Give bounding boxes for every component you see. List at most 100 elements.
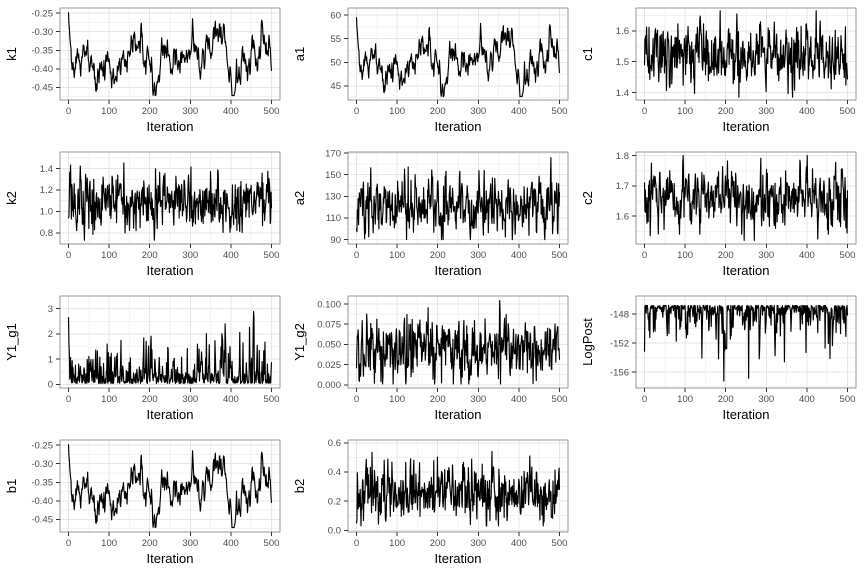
y-tick-label: 1.2 <box>40 185 53 196</box>
trace-panel-k1: 0 100 200 300 400 500 -0.45 -0.40 -0.35 -0.30 -0.2… <box>0 0 288 144</box>
trace-panel-k2: 0 100 200 300 400 500 0.8 1.0 1.2 1.4 Iteration k2 <box>0 144 288 288</box>
panel-svg-a2: 0 100 200 300 400 500 90 110 130 150 170 Iteration a… <box>292 148 569 278</box>
y-tick-label: 1.5 <box>616 57 629 68</box>
x-tick-label: 0 <box>66 250 71 261</box>
panel-svg-k2: 0 100 200 300 400 500 0.8 1.0 1.2 1.4 Iteration k2 <box>4 151 281 278</box>
x-tick-label: 0 <box>642 106 647 117</box>
axis-ticks <box>344 303 560 392</box>
x-tick-label: 400 <box>511 538 527 549</box>
x-axis-title: Iteration <box>723 407 770 422</box>
trace-panel-LogPost: 0 100 200 300 400 500 -156 -152 -148 Iteration Log… <box>576 288 864 432</box>
x-tick-label: 0 <box>66 394 71 405</box>
x-axis-title: Iteration <box>435 119 482 134</box>
y-axis-title-b1: b1 <box>4 479 19 493</box>
x-tick-label: 200 <box>718 250 734 261</box>
trace-line-k2 <box>67 162 273 241</box>
panel-border <box>635 7 857 101</box>
y-axis-title-k2: k2 <box>4 191 19 205</box>
y-tick-label: 0 <box>48 380 53 391</box>
y-tick-label: 60 <box>330 10 341 21</box>
y-tick-label: -0.40 <box>31 64 53 75</box>
y-axis-title-k1: k1 <box>4 47 19 61</box>
axis-ticks <box>632 313 848 392</box>
y-tick-label: 1.6 <box>616 211 629 222</box>
axis-ticks <box>56 444 272 536</box>
x-tick-label: 0 <box>354 106 359 117</box>
axis-ticks <box>344 152 560 248</box>
x-tick-label: 500 <box>840 106 856 117</box>
gridlines-minor <box>60 440 280 532</box>
x-tick-label: 400 <box>799 106 815 117</box>
trace-line-Y1_g2 <box>355 300 561 385</box>
x-tick-label: 100 <box>389 250 405 261</box>
trace-line-LogPost <box>643 304 849 382</box>
x-tick-label: 300 <box>470 250 486 261</box>
x-tick-label: 100 <box>389 394 405 405</box>
y-tick-label: 0.0 <box>328 525 341 536</box>
y-tick-label: -156 <box>610 367 629 378</box>
y-tick-label: -148 <box>610 309 629 320</box>
y-axis-title-Y1_g2: Y1_g2 <box>292 323 307 361</box>
x-tick-label: 100 <box>389 106 405 117</box>
y-tick-label: -0.35 <box>31 477 53 488</box>
x-tick-label: 200 <box>430 394 446 405</box>
y-axis-title-c1: c1 <box>580 47 595 61</box>
y-tick-label: 50 <box>330 57 341 68</box>
x-tick-label: 300 <box>182 106 198 117</box>
x-tick-label: 400 <box>511 394 527 405</box>
y-tick-label: 1.7 <box>616 181 629 192</box>
x-axis-title: Iteration <box>147 119 194 134</box>
x-axis-title: Iteration <box>435 551 482 566</box>
x-tick-label: 300 <box>182 250 198 261</box>
x-tick-label: 300 <box>182 394 198 405</box>
y-tick-label: 130 <box>325 192 341 203</box>
trace-panel-Y1_g1: 0 100 200 300 400 500 0 1 2 3 Iteration Y1_g1 <box>0 288 288 432</box>
panel-border <box>347 295 569 389</box>
x-tick-label: 300 <box>470 538 486 549</box>
trace-panel-a1: 0 100 200 300 400 500 45 50 55 60 Iteration a1 <box>288 0 576 144</box>
empty-cell <box>576 432 864 576</box>
y-tick-label: -0.40 <box>31 496 53 507</box>
x-axis-title: Iteration <box>723 263 770 278</box>
y-tick-label: 1.4 <box>40 164 53 175</box>
y-axis-title-a2: a2 <box>292 191 307 205</box>
x-tick-label: 100 <box>677 394 693 405</box>
x-tick-label: 500 <box>264 106 280 117</box>
x-tick-label: 400 <box>799 250 815 261</box>
panel-svg-a1: 0 100 200 300 400 500 45 50 55 60 Iteration a1 <box>292 7 569 134</box>
y-tick-label: 0.8 <box>40 228 53 239</box>
panel-border <box>347 151 569 245</box>
x-tick-label: 500 <box>264 538 280 549</box>
y-tick-label: 55 <box>330 34 341 45</box>
x-tick-label: 0 <box>642 394 647 405</box>
panel-border <box>347 439 569 533</box>
trace-line-Y1_g1 <box>67 311 273 385</box>
x-axis-title: Iteration <box>147 263 194 278</box>
panel-border <box>59 7 281 101</box>
x-tick-label: 100 <box>101 250 117 261</box>
x-tick-label: 200 <box>142 538 158 549</box>
x-tick-label: 300 <box>758 106 774 117</box>
x-tick-label: 300 <box>758 394 774 405</box>
x-tick-label: 500 <box>552 394 568 405</box>
y-tick-label: 1.8 <box>616 151 629 162</box>
panel-border <box>59 439 281 533</box>
axis-ticks <box>56 308 272 392</box>
x-tick-label: 0 <box>354 394 359 405</box>
x-tick-label: 500 <box>840 394 856 405</box>
y-axis-title-a1: a1 <box>292 47 307 61</box>
y-tick-label: 3 <box>48 304 53 315</box>
y-tick-label: 0.000 <box>317 380 341 391</box>
y-tick-label: 2 <box>48 329 53 340</box>
x-tick-label: 200 <box>142 250 158 261</box>
panel-border <box>635 151 857 245</box>
trace-line-k1 <box>67 12 273 97</box>
y-tick-label: 1.4 <box>616 88 629 99</box>
trace-line-a1 <box>355 17 561 98</box>
axis-ticks <box>632 155 848 248</box>
x-axis-title: Iteration <box>435 407 482 422</box>
x-tick-label: 0 <box>354 538 359 549</box>
trace-line-a2 <box>355 157 561 241</box>
trace-panel-b2: 0 100 200 300 400 500 0.0 0.2 0.4 0.6 Iteration b2 <box>288 432 576 576</box>
x-axis-title: Iteration <box>723 119 770 134</box>
